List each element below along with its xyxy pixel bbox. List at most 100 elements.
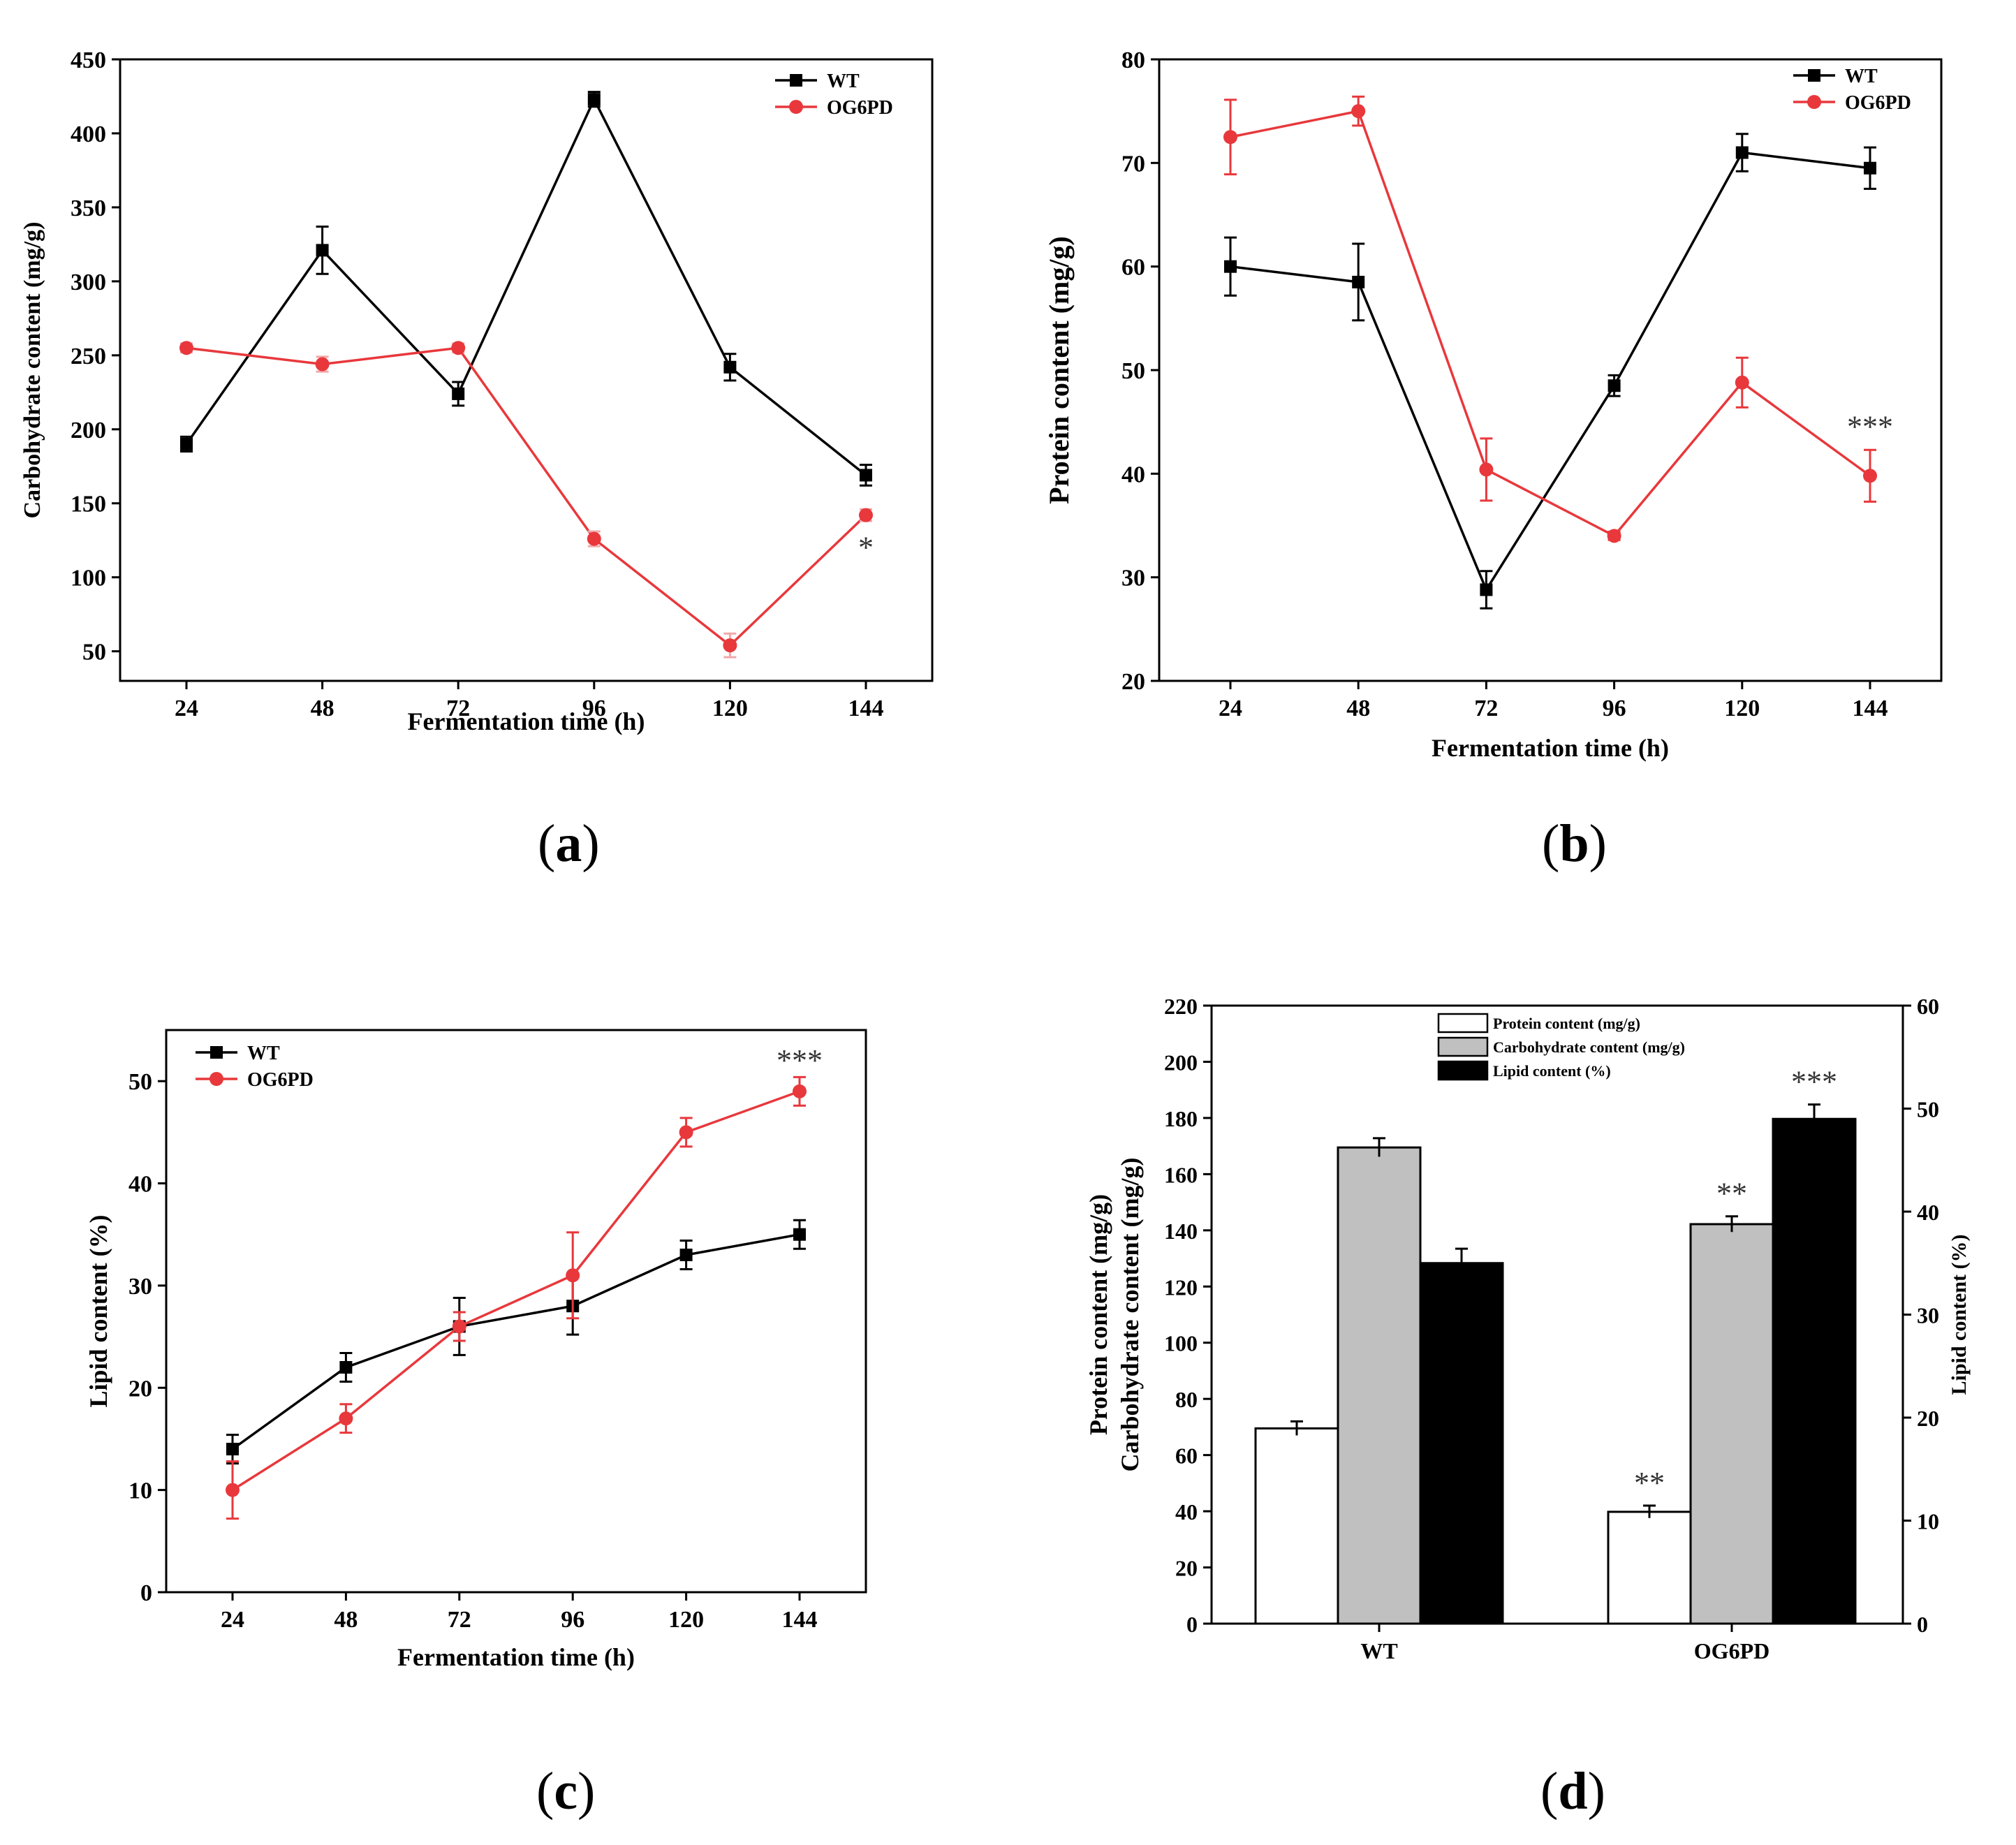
legend-marker xyxy=(1807,95,1821,109)
legend: Protein content (mg/g) Carbohydrate conte… xyxy=(1437,1013,1685,1081)
y-tick-label: 220 xyxy=(1164,994,1198,1019)
data-point xyxy=(451,341,466,355)
data-point xyxy=(1480,583,1493,596)
y-tick-label: 0 xyxy=(1186,1612,1198,1637)
panel-label-b: (b) xyxy=(1542,814,1607,873)
y-tick-label: 80 xyxy=(1175,1387,1198,1412)
legend-marker xyxy=(1808,69,1820,82)
series-og6pd xyxy=(179,341,873,659)
legend-swatch xyxy=(1437,1036,1489,1057)
series-wt xyxy=(226,1219,806,1465)
data-point xyxy=(226,1443,239,1456)
series-line xyxy=(186,346,867,647)
data-point xyxy=(1479,462,1494,477)
y-tick-label: 140 xyxy=(1164,1219,1198,1244)
legend-label: WT xyxy=(1845,66,1878,87)
bar xyxy=(1254,1427,1339,1625)
y-tick-label: 180 xyxy=(1164,1106,1198,1131)
data-point xyxy=(679,1249,693,1261)
x-tick-label: WT xyxy=(1360,1638,1397,1663)
y-tick-label: 100 xyxy=(71,566,106,591)
panel-label-c: (c) xyxy=(536,1762,596,1821)
data-point xyxy=(339,1361,353,1374)
data-point xyxy=(1607,529,1621,543)
x-tick-label: 72 xyxy=(446,696,470,721)
x-axis-label: Fermentation time (h) xyxy=(1432,734,1669,762)
bar xyxy=(1689,1223,1774,1625)
x-tick-label: 72 xyxy=(448,1607,471,1633)
data-point xyxy=(1735,375,1749,390)
x-tick-label: 120 xyxy=(712,696,748,721)
x-tick-label: 96 xyxy=(1603,696,1626,721)
y-axis-label: Protein content (mg/g) xyxy=(1043,236,1075,504)
series-protein xyxy=(1254,1420,1692,1625)
data-point xyxy=(1864,161,1876,175)
y-tick-label: 50 xyxy=(128,1069,152,1095)
x-tick-label: 24 xyxy=(221,1607,244,1633)
data-point xyxy=(566,1268,580,1283)
data-point xyxy=(179,341,193,355)
y-tick-label: 300 xyxy=(71,270,106,295)
data-point xyxy=(587,93,601,106)
legend-label: WT xyxy=(247,1043,280,1064)
y2-tick-label: 0 xyxy=(1917,1612,1928,1637)
plot-frame xyxy=(1158,58,1943,682)
significance-mark: * xyxy=(858,530,874,564)
x-tick-label: 144 xyxy=(782,1607,818,1633)
series-wt xyxy=(1224,133,1876,610)
series-og6pd xyxy=(1223,95,1877,543)
data-point xyxy=(226,1483,240,1497)
chart-c: 0 10 20 30 40 50 24 48 72 96 120 144 Fermentation ti… xyxy=(84,1029,867,1671)
data-point xyxy=(1863,469,1877,483)
data-point xyxy=(452,1319,466,1334)
x-tick-label: 96 xyxy=(582,696,606,721)
y-tick-label: 150 xyxy=(71,492,106,517)
y-tick-label: 40 xyxy=(1175,1499,1198,1524)
x-tick-label: OG6PD xyxy=(1694,1638,1769,1663)
legend-marker xyxy=(209,1072,223,1086)
y-axis-label: Carbohydrate content (mg/g) xyxy=(20,222,45,519)
y2-tick-label: 20 xyxy=(1917,1406,1939,1431)
x-tick-label: 96 xyxy=(561,1607,584,1633)
bar xyxy=(1772,1117,1857,1625)
y-tick-label: 20 xyxy=(128,1376,152,1402)
x-tick-label: 48 xyxy=(1346,696,1370,721)
y2-tick-label: 40 xyxy=(1917,1200,1939,1225)
y-tick-label: 40 xyxy=(1121,462,1145,487)
x-tick-label: 24 xyxy=(175,696,198,721)
y-tick-label: 350 xyxy=(71,196,106,221)
y2-axis-label: Lipid content (%) xyxy=(1948,1234,1971,1395)
x-axis-label: Fermentation time (h) xyxy=(397,1643,635,1671)
legend-label: Lipid content (%) xyxy=(1493,1062,1611,1080)
legend-label: Carbohydrate content (mg/g) xyxy=(1493,1038,1685,1056)
significance-mark: ** xyxy=(1716,1177,1747,1211)
y-tick-label: 60 xyxy=(1121,255,1145,281)
data-point xyxy=(723,638,737,653)
y-tick-label: 10 xyxy=(128,1478,152,1504)
series-line xyxy=(1230,110,1871,538)
data-point xyxy=(679,1125,693,1140)
x-tick-label: 48 xyxy=(334,1607,358,1633)
y-axis-label: Lipid content (%) xyxy=(84,1214,112,1407)
x-tick-label: 144 xyxy=(1853,696,1888,721)
chart-b: 20 30 40 50 60 70 80 24 48 72 96 120 144 Fermentation… xyxy=(1043,47,1943,762)
series-og6pd xyxy=(226,1075,807,1520)
x-axis-label: Fermentation time (h) xyxy=(408,707,645,735)
series-lipid xyxy=(1419,1103,1857,1625)
x-tick-label: 72 xyxy=(1474,696,1498,721)
data-point xyxy=(180,437,193,450)
y-tick-label: 450 xyxy=(71,47,106,73)
data-point xyxy=(587,531,601,546)
legend-marker xyxy=(210,1046,223,1059)
data-point xyxy=(315,357,330,372)
y2-tick-label: 50 xyxy=(1917,1097,1939,1122)
y-tick-label: 80 xyxy=(1121,47,1145,73)
chart-d: 0 20 40 60 80 100 120 140 160 180 200 220 0 10 20 30 40 5… xyxy=(1084,994,1971,1663)
y-tick-label: 20 xyxy=(1175,1556,1198,1581)
significance-mark: *** xyxy=(1791,1065,1837,1099)
y-tick-label: 200 xyxy=(71,418,106,443)
legend-label: Protein content (mg/g) xyxy=(1493,1015,1640,1032)
bar xyxy=(1419,1262,1504,1625)
series-wt xyxy=(180,91,872,487)
